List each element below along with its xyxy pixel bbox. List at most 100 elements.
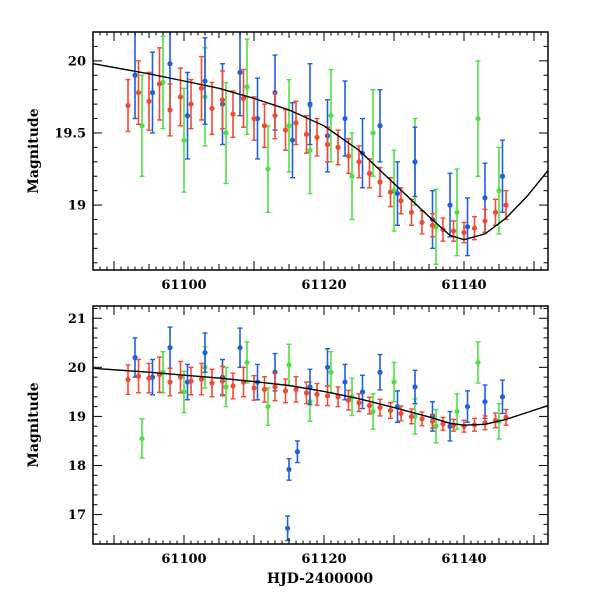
lower-red-point: [429, 418, 436, 424]
upper-blue-point: [482, 195, 488, 201]
upper-red-point: [282, 127, 289, 133]
upper-red-point: [356, 159, 362, 165]
upper-series-green: [139, 35, 502, 265]
lower-red-point: [419, 416, 425, 422]
lower-red-point: [335, 394, 341, 400]
lower-blue-point: [294, 449, 300, 455]
lower-blue-point: [202, 350, 208, 356]
upper-y-tick-label: 19.5: [54, 126, 86, 141]
lower-red-point: [377, 404, 383, 411]
upper-green-point: [349, 173, 355, 179]
upper-green-point: [223, 130, 229, 136]
lower-red-point: [146, 375, 152, 381]
upper-frame: [92, 31, 549, 271]
lower-green-point: [181, 389, 187, 395]
lower-red-point: [230, 383, 236, 389]
upper-red-point: [251, 115, 257, 122]
upper-blue-point: [377, 123, 383, 129]
upper-x-tick-label: 61120: [301, 278, 346, 293]
upper-y-tick-label: 20: [68, 54, 86, 69]
lower-panel: 61100 61120 61140 17 18 19 20 21 Magnitu…: [26, 305, 549, 587]
lower-red-point: [198, 376, 205, 382]
upper-red-point: [314, 134, 320, 140]
upper-red-point: [503, 202, 509, 208]
upper-green-point: [286, 123, 292, 129]
lower-red-point: [324, 393, 331, 399]
lower-blue-point: [377, 369, 383, 375]
upper-green-point: [265, 166, 271, 172]
upper-red-point: [419, 219, 425, 225]
lower-red-point: [345, 397, 352, 403]
lower-y-tick-label: 19: [68, 410, 86, 425]
upper-red-point: [471, 225, 478, 231]
upper-green-point: [181, 137, 187, 143]
lower-red-point: [398, 410, 404, 417]
lower-red-point: [135, 373, 142, 379]
upper-red-point: [387, 189, 394, 195]
lower-blue-point: [286, 466, 292, 473]
upper-red-point: [177, 94, 184, 100]
lower-x-tick-label: 61120: [301, 552, 346, 567]
upper-blue-point: [202, 78, 208, 84]
lower-plot-area: [93, 326, 548, 542]
upper-red-point: [492, 209, 499, 215]
upper-green-point: [244, 84, 250, 90]
lower-x-tick-label: 61140: [441, 552, 486, 567]
upper-red-point: [188, 101, 194, 107]
lower-red-point: [366, 403, 373, 409]
upper-red-point: [408, 209, 415, 215]
upper-red-point: [156, 81, 163, 87]
lower-series-blue: [132, 326, 506, 542]
upper-blue-point: [132, 72, 138, 78]
lower-blue-point: [412, 384, 418, 390]
upper-red-point: [219, 97, 226, 103]
lower-green-point: [391, 379, 397, 385]
lower-red-point: [188, 378, 194, 384]
upper-green-point: [496, 188, 502, 194]
lower-ticks: [92, 306, 549, 545]
upper-x-tick-label: 61140: [441, 278, 486, 293]
upper-red-point: [293, 120, 299, 126]
lower-green-point: [328, 369, 334, 375]
lower-green-point: [265, 403, 271, 410]
upper-blue-point: [499, 173, 506, 179]
upper-red-point: [135, 89, 142, 96]
lower-y-tick-label: 17: [68, 508, 86, 523]
upper-green-point: [475, 115, 481, 122]
upper-red-point: [261, 123, 268, 129]
lower-series-red: [125, 356, 509, 433]
lower-red-point: [408, 413, 415, 420]
upper-red-point: [461, 229, 467, 236]
lower-blue-point: [482, 399, 488, 405]
upper-red-point: [303, 131, 310, 138]
lower-green-point: [370, 408, 376, 415]
upper-model-curve: [93, 63, 548, 241]
lower-green-point: [223, 384, 229, 390]
upper-red-point: [450, 228, 457, 234]
upper-green-point: [307, 147, 313, 153]
upper-blue-point: [289, 137, 296, 143]
lower-red-point: [356, 400, 362, 406]
lower-red-point: [440, 421, 446, 427]
lower-red-point: [303, 390, 310, 396]
lower-red-point: [209, 380, 215, 386]
upper-red-point: [272, 113, 278, 119]
upper-green-point: [370, 130, 376, 136]
upper-y-tick-label: 19: [68, 199, 86, 214]
lower-green-point: [286, 362, 292, 368]
lower-blue-point: [167, 345, 173, 351]
lower-green-point: [244, 359, 250, 366]
upper-blue-point: [394, 190, 401, 197]
lower-y-tick-label: 21: [68, 312, 86, 327]
upper-red-point: [366, 170, 373, 176]
upper-y-axis-label: Magnitude: [26, 108, 42, 193]
lower-green-point: [139, 435, 145, 442]
upper-green-point: [454, 209, 460, 215]
lower-x-tick-label: 61100: [161, 552, 206, 567]
lower-y-tick-label: 20: [68, 361, 86, 376]
upper-red-point: [324, 141, 331, 148]
lower-green-point: [475, 359, 481, 366]
upper-blue-point: [412, 159, 418, 165]
upper-red-point: [398, 198, 404, 204]
